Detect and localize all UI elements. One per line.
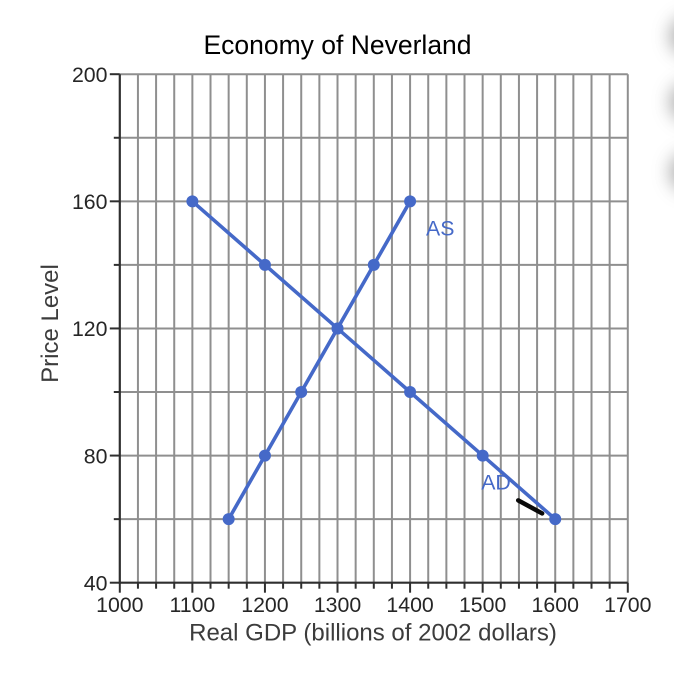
y-tick-label: 40 xyxy=(84,571,108,595)
ad-point xyxy=(476,449,489,462)
chart-text: Economy of Neverland Real GDP (billions … xyxy=(37,30,652,647)
chart-title: Economy of Neverland xyxy=(203,30,471,60)
as-point xyxy=(367,258,380,271)
y-tick-label: 160 xyxy=(72,190,108,214)
data-series xyxy=(186,195,562,526)
x-tick-label: 1000 xyxy=(96,593,144,617)
x-tick-label: 1200 xyxy=(241,593,289,617)
ad-point xyxy=(186,195,199,208)
x-tick-label: 1500 xyxy=(459,593,507,617)
x-tick-label: 1600 xyxy=(532,593,580,617)
as-point xyxy=(258,449,271,462)
blurred-edge-button-bottom xyxy=(670,152,674,192)
pen-stroke-annotation xyxy=(515,498,545,516)
y-tick-label: 120 xyxy=(72,317,108,341)
ad-point xyxy=(549,513,562,526)
x-axis-title: Real GDP (billions of 2002 dollars) xyxy=(189,620,557,647)
annotations xyxy=(515,498,545,516)
y-axis-title: Price Level xyxy=(37,264,64,383)
x-tick-label: 1400 xyxy=(386,593,434,617)
as-point xyxy=(331,322,344,335)
as-point xyxy=(404,195,417,208)
blurred-edge-button-top xyxy=(670,16,674,56)
x-tick-label: 1100 xyxy=(169,593,215,617)
gridlines xyxy=(119,73,629,583)
as-label: AS xyxy=(426,217,454,241)
ad-curve xyxy=(190,199,558,521)
blurred-edge-button-middle xyxy=(670,82,674,122)
y-tick-label: 80 xyxy=(84,444,108,468)
x-tick-label: 1300 xyxy=(314,593,362,617)
y-tick-label: 200 xyxy=(72,63,108,87)
axes xyxy=(109,73,629,593)
as-point xyxy=(295,386,308,399)
ad-point xyxy=(404,386,417,399)
as-curve xyxy=(226,199,412,521)
x-tick-label: 1700 xyxy=(604,593,652,617)
as-point xyxy=(222,513,235,526)
ad-label: AD xyxy=(481,471,511,495)
ad-point xyxy=(258,258,271,271)
